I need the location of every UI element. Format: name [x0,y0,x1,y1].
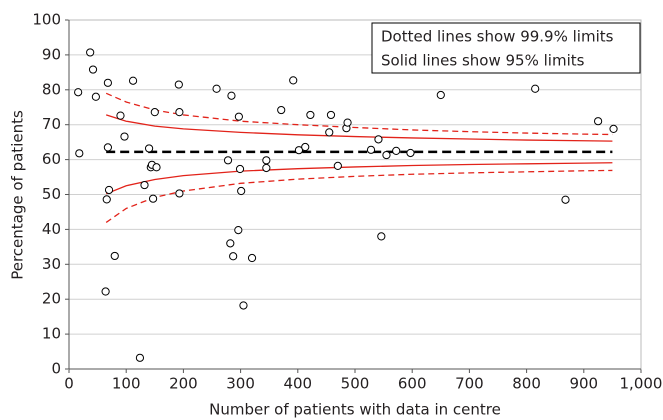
y-tick-label: 50 [42,185,61,203]
y-tick-label: 20 [42,290,61,308]
limit-line [105,92,613,136]
data-point [120,132,129,141]
x-tick-label: 400 [283,375,312,393]
x-tick-label: 600 [398,375,427,393]
x-tick-label: 300 [226,375,255,393]
data-point [326,110,336,120]
data-point [140,180,149,190]
x-tick-label: 1,000 [620,375,663,393]
y-tick-label: 10 [42,325,61,343]
limit-line [105,162,613,195]
x-tick-label: 700 [455,375,484,393]
data-point [594,117,603,126]
data-point [406,148,415,158]
data-point [234,225,243,235]
data-point [325,128,334,137]
data-point [223,156,233,165]
data-point [262,163,271,173]
data-point [135,353,145,362]
data-point [235,164,245,174]
y-tick-label: 80 [42,80,61,98]
data-point [306,110,315,120]
x-axis-title: Number of patients with data in centre [209,401,501,419]
data-point [382,150,391,160]
data-point [152,163,161,172]
data-point [247,253,257,263]
y-tick-label: 70 [42,115,61,133]
data-point [239,301,248,310]
x-tick-label: 800 [512,375,541,393]
legend-note: Solid lines show 95% limits [381,52,585,70]
data-point [101,287,110,296]
data-point [144,144,154,153]
data-point [289,76,298,85]
legend-note: Dotted lines show 99.9% limits [381,28,614,46]
data-point [374,135,383,144]
data-point [110,251,119,261]
data-point [237,186,246,196]
data-point [91,92,100,101]
data-point [86,48,95,57]
y-tick-label: 30 [42,255,61,273]
data-point [103,78,112,87]
legend-box [371,22,641,74]
y-tick-label: 40 [42,220,61,238]
data-point [148,194,158,203]
x-tick-label: 500 [341,375,370,393]
data-point [175,108,184,117]
x-tick-label: 0 [64,375,74,393]
x-tick-label: 200 [169,375,198,393]
data-point [75,149,84,158]
data-point [609,124,618,133]
data-point [392,146,401,155]
data-point [103,143,112,152]
data-point [234,112,243,121]
y-tick-label: 0 [51,360,61,378]
data-point [116,111,125,120]
data-point [531,84,540,93]
x-tick-label: 900 [569,375,598,393]
data-point [229,252,238,261]
data-point [226,239,235,248]
data-point [301,142,310,152]
data-point [262,156,271,165]
data-point [377,232,386,241]
y-tick-label: 60 [42,150,61,168]
y-tick-label: 100 [32,11,61,29]
data-point [343,118,352,127]
x-tick-label: 100 [112,375,141,393]
data-point [212,84,221,93]
data-point [366,145,376,154]
data-point [294,146,304,155]
data-point [174,80,183,89]
data-point [561,195,570,204]
data-point [277,105,286,115]
y-tick-label: 90 [42,45,61,63]
data-point [175,189,184,198]
data-point [74,88,83,97]
y-axis-title: Percentage of patients [9,110,27,280]
data-point [436,90,445,100]
data-point [88,65,98,74]
data-point [102,195,111,204]
data-point [104,185,114,195]
limit-line [105,114,613,142]
data-point [333,161,342,170]
data-point [150,108,159,117]
data-point [128,76,138,85]
data-point [227,91,236,100]
